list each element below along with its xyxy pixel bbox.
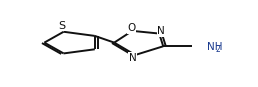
Text: O: O — [127, 23, 136, 33]
Text: NH: NH — [207, 42, 223, 52]
Text: N: N — [129, 53, 136, 63]
Text: 2: 2 — [216, 45, 221, 54]
Text: N: N — [157, 26, 165, 36]
Text: S: S — [58, 21, 65, 31]
